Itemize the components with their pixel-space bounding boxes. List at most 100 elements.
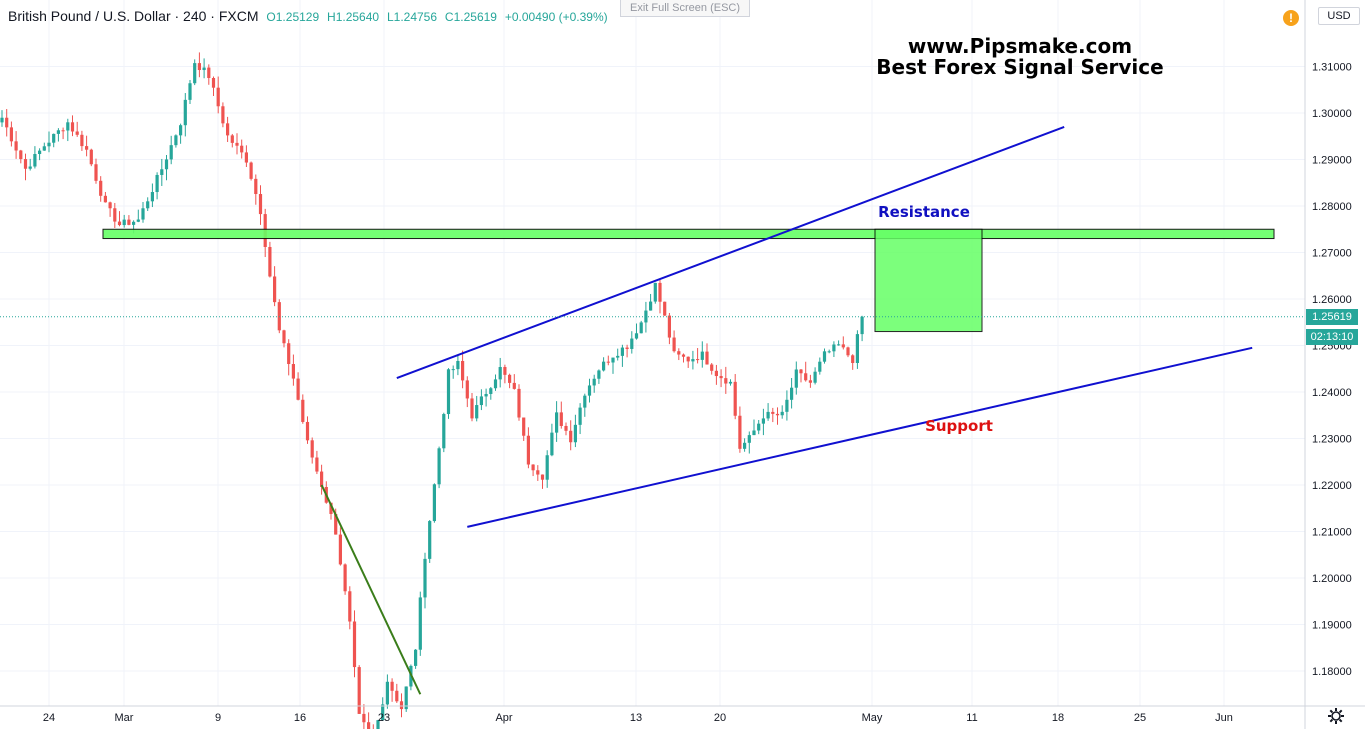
candle (348, 586, 352, 630)
candle (625, 344, 629, 358)
candle (677, 348, 681, 361)
candle-body (517, 388, 521, 418)
candle-body (606, 361, 610, 363)
candle-body (719, 376, 723, 379)
candle-body (761, 418, 765, 424)
candle (211, 76, 216, 96)
y-tick-label: 1.22000 (1312, 480, 1352, 492)
candle (465, 376, 469, 408)
candle-body (766, 411, 770, 419)
candle (52, 133, 56, 148)
resistance-zone (102, 228, 1275, 240)
candle (649, 293, 653, 311)
candle-body (630, 338, 634, 349)
candle (705, 343, 709, 365)
candle (249, 161, 253, 181)
candle (667, 312, 671, 345)
candle (75, 121, 79, 137)
candle-body (428, 521, 432, 559)
candle (113, 202, 117, 229)
candle-body (592, 378, 596, 386)
candle (860, 315, 864, 342)
candle (169, 135, 173, 165)
candle (573, 414, 577, 448)
candle (470, 393, 474, 422)
candle (94, 158, 98, 184)
candle-body (395, 690, 399, 702)
currency-selector[interactable]: USD (1318, 7, 1360, 25)
x-tick-label: 13 (630, 712, 642, 724)
candle-body (540, 474, 545, 480)
candle (639, 320, 643, 334)
candle (559, 401, 563, 429)
candle-body (710, 364, 714, 371)
candle-body (94, 164, 98, 181)
candle-body (249, 162, 253, 179)
candle (696, 348, 700, 364)
candle-body (254, 178, 258, 195)
candle-body (677, 351, 681, 355)
candle-body (846, 347, 850, 356)
candle-body (822, 351, 827, 362)
candle-body (555, 412, 559, 433)
candle-body (837, 344, 841, 346)
candle-body (334, 513, 338, 535)
countdown-label: 02:13:10 (1306, 329, 1358, 345)
exit-fullscreen-button[interactable]: Exit Full Screen (ESC) (620, 0, 750, 17)
candle (550, 423, 554, 457)
candle (536, 465, 540, 481)
candle-body (728, 381, 733, 384)
candle (700, 341, 704, 368)
upper-trendline (396, 126, 1065, 379)
candle-body (75, 131, 79, 135)
candle (414, 649, 418, 669)
candle-body (338, 534, 342, 565)
candle-body (211, 77, 216, 88)
candle (799, 368, 803, 383)
candle-body (743, 442, 747, 449)
candle-body (179, 125, 183, 136)
candle (395, 683, 399, 703)
candle (0, 110, 4, 127)
candle (183, 93, 187, 137)
candle-body (329, 502, 333, 514)
y-tick-label: 1.21000 (1312, 527, 1352, 539)
candle (766, 403, 770, 421)
candle (855, 330, 859, 369)
candle-body (775, 413, 780, 416)
candle (555, 401, 559, 442)
candle (714, 364, 718, 385)
candle-body (23, 159, 28, 169)
candle (752, 419, 756, 436)
candle-body (348, 591, 352, 622)
candle (587, 378, 592, 403)
y-tick-label: 1.26000 (1312, 294, 1352, 306)
candle (822, 348, 827, 364)
candle-body (794, 369, 798, 388)
ohlc-close: C1.25619 (444, 10, 497, 24)
x-tick-label: 24 (43, 712, 55, 724)
candle (418, 591, 422, 656)
candle-body (5, 117, 9, 128)
alert-icon[interactable]: ! (1283, 10, 1299, 26)
candle (164, 154, 169, 181)
candle-body (526, 435, 530, 465)
candle-body (320, 471, 324, 487)
candle-body (625, 347, 629, 349)
x-tick-label: Apr (495, 712, 512, 724)
candle (33, 146, 37, 169)
candle-body (19, 150, 23, 160)
candle (616, 348, 620, 361)
ohlc-change: +0.00490 (+0.39%) (504, 10, 608, 24)
candle-body (235, 142, 239, 146)
gear-icon[interactable] (1326, 706, 1346, 726)
candle (620, 344, 624, 367)
candle-body (738, 415, 742, 449)
candle-body (240, 145, 244, 153)
candle (785, 390, 789, 421)
candle-body (183, 99, 187, 126)
y-tick-label: 1.29000 (1312, 155, 1352, 167)
candle (630, 331, 634, 354)
